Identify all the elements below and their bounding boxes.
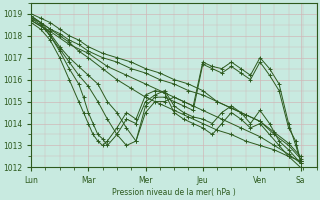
- X-axis label: Pression niveau de la mer( hPa ): Pression niveau de la mer( hPa ): [112, 188, 236, 197]
